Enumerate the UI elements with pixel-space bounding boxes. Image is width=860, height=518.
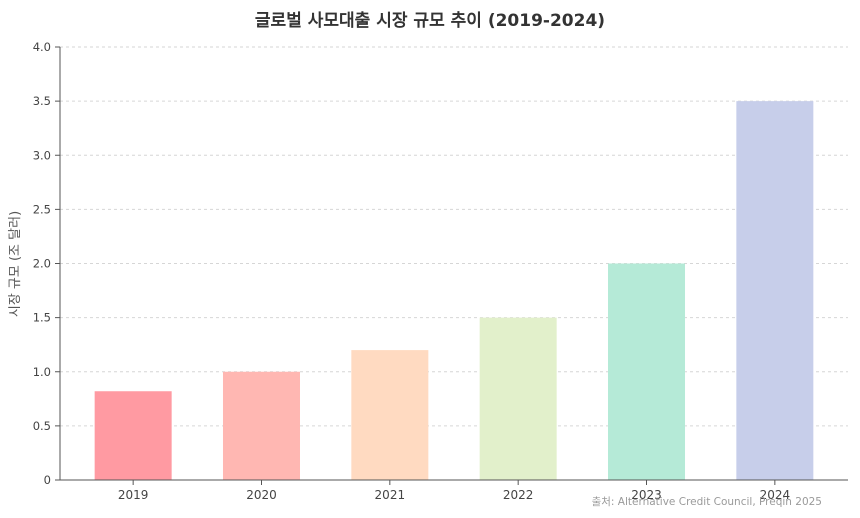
x-tick-label: 2024 <box>760 488 791 502</box>
y-axis-label: 시장 규모 (조 달러) <box>8 211 23 317</box>
axes <box>59 47 848 481</box>
y-tick-labels: 0 0.5 1.0 1.5 2.0 2.5 3.0 3.5 4.0 <box>33 40 60 487</box>
x-tick-label: 2019 <box>118 488 149 502</box>
x-tick-labels: 2019 2020 2021 2022 2023 2024 <box>118 480 790 502</box>
y-tick-label: 3.0 <box>33 148 51 162</box>
x-tick-label: 2022 <box>503 488 534 502</box>
chart-title: 글로벌 사모대출 시장 규모 추이 (2019-2024) <box>254 11 606 31</box>
gridlines <box>60 46 848 427</box>
x-tick-label: 2020 <box>246 488 277 502</box>
y-tick-label: 3.5 <box>33 94 51 108</box>
x-tick-label: 2021 <box>375 488 406 502</box>
bar-2020 <box>222 371 300 480</box>
y-tick-label: 0 <box>44 473 51 487</box>
y-tick-label: 1.0 <box>33 365 51 379</box>
bar-2022 <box>479 317 557 480</box>
bar-2024 <box>736 101 814 480</box>
y-tick-label: 0.5 <box>33 419 51 433</box>
bars <box>94 101 814 480</box>
x-tick-label: 2023 <box>631 488 662 502</box>
y-tick-label: 2.0 <box>33 257 51 271</box>
y-tick-label: 1.5 <box>33 311 51 325</box>
bar-2019 <box>94 391 172 480</box>
y-tick-label: 4.0 <box>33 40 51 54</box>
y-tick-label: 2.5 <box>33 202 51 216</box>
source-note: 출처: Alternative Credit Council, Preqin 2… <box>591 496 822 508</box>
bar-2021 <box>351 350 429 480</box>
bar-2023 <box>608 263 686 480</box>
